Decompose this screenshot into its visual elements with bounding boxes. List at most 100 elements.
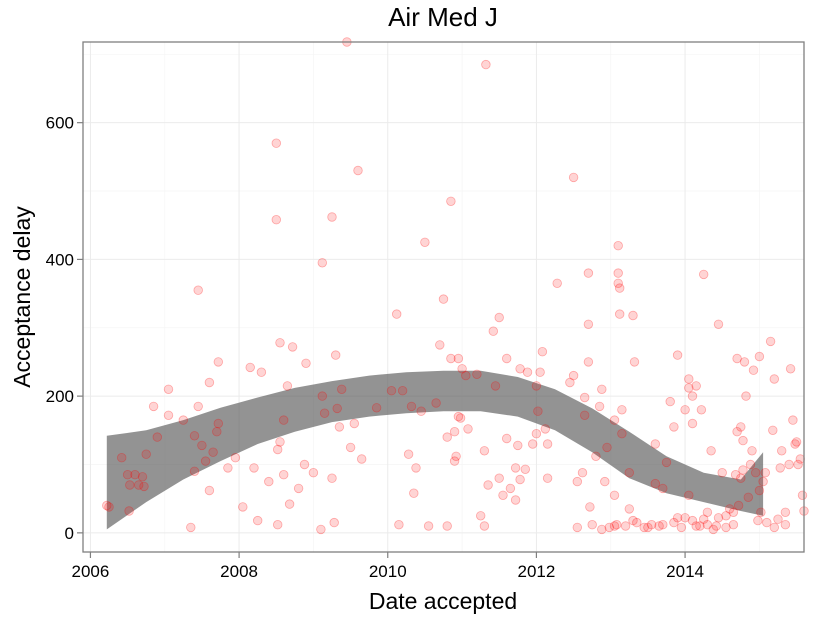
- data-point: [212, 427, 222, 437]
- data-point: [777, 446, 787, 456]
- data-point: [332, 403, 342, 414]
- data-point: [632, 517, 642, 528]
- data-point: [537, 347, 548, 357]
- data-point: [691, 521, 701, 531]
- data-point: [392, 309, 402, 319]
- data-point: [552, 278, 562, 289]
- data-point: [732, 427, 742, 437]
- data-point: [178, 415, 189, 425]
- data-point: [397, 386, 408, 396]
- data-point: [696, 405, 707, 415]
- data-point: [615, 309, 625, 319]
- data-point: [446, 353, 456, 364]
- data-point: [371, 403, 382, 413]
- data-point: [453, 411, 464, 422]
- data-point: [784, 459, 794, 470]
- data-point: [204, 485, 215, 496]
- data-point: [275, 338, 285, 348]
- data-point: [531, 381, 542, 391]
- data-point: [624, 504, 635, 514]
- data-point: [386, 386, 397, 396]
- data-point: [748, 365, 759, 375]
- data-point: [271, 138, 282, 148]
- data-point: [502, 353, 512, 364]
- data-point: [542, 439, 553, 449]
- data-point: [739, 357, 750, 367]
- data-point: [687, 418, 698, 429]
- data-point: [646, 520, 657, 530]
- data-point: [141, 449, 151, 459]
- data-point: [568, 370, 579, 381]
- data-point: [540, 424, 551, 434]
- data-point: [691, 381, 701, 391]
- data-point: [483, 480, 493, 490]
- data-point: [287, 342, 298, 352]
- data-point: [613, 268, 623, 278]
- smooth-confidence-band: [106, 370, 764, 530]
- data-point: [253, 515, 263, 526]
- data-point: [680, 405, 690, 415]
- data-point: [293, 483, 304, 494]
- data-point: [416, 406, 426, 416]
- data-point: [665, 396, 675, 407]
- data-point: [345, 442, 356, 453]
- data-point: [728, 507, 739, 518]
- data-point: [394, 520, 404, 530]
- data-point: [617, 429, 627, 439]
- data-point: [617, 405, 627, 415]
- data-point: [200, 456, 211, 466]
- data-point: [409, 488, 419, 498]
- data-point: [669, 422, 679, 432]
- data-point: [193, 285, 203, 295]
- data-point: [479, 446, 490, 456]
- data-point: [773, 514, 783, 524]
- data-point: [754, 351, 765, 362]
- data-point: [125, 480, 135, 490]
- data-point: [498, 490, 508, 501]
- data-point: [609, 521, 620, 531]
- data-point: [609, 415, 620, 425]
- data-point: [442, 432, 452, 442]
- data-point: [580, 410, 590, 421]
- data-point: [600, 476, 610, 487]
- data-point: [139, 481, 149, 492]
- data-point: [572, 476, 583, 487]
- data-point: [130, 470, 140, 480]
- data-point: [769, 522, 780, 533]
- data-point: [461, 370, 471, 381]
- data-point: [331, 350, 341, 360]
- y-tick-label: 0: [65, 524, 74, 543]
- data-point: [152, 432, 163, 442]
- data-point: [515, 364, 525, 374]
- data-point: [568, 172, 579, 183]
- data-point: [615, 283, 625, 293]
- data-point: [684, 490, 694, 501]
- data-point: [299, 459, 310, 470]
- data-point: [245, 362, 255, 373]
- data-point: [785, 364, 796, 374]
- data-point: [453, 353, 464, 364]
- data-point: [613, 240, 623, 251]
- data-point: [572, 522, 583, 533]
- data-point: [728, 520, 739, 530]
- data-points: [102, 37, 809, 535]
- data-point: [643, 522, 653, 533]
- data-point: [353, 165, 363, 176]
- data-point: [533, 406, 543, 416]
- data-point: [282, 381, 293, 391]
- data-point: [423, 521, 434, 531]
- data-point: [163, 384, 174, 395]
- data-point: [583, 319, 594, 330]
- data-point: [754, 485, 765, 496]
- data-point: [197, 440, 207, 451]
- data-point: [334, 422, 345, 432]
- data-point: [186, 522, 196, 533]
- data-point: [684, 374, 694, 384]
- data-point: [116, 453, 127, 463]
- data-point: [583, 357, 594, 367]
- data-point: [148, 401, 159, 412]
- data-point: [609, 490, 620, 501]
- data-point: [438, 294, 449, 304]
- data-point: [104, 502, 114, 512]
